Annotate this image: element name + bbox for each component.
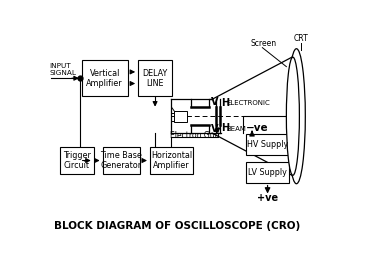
Text: V: V — [210, 124, 218, 134]
FancyBboxPatch shape — [246, 134, 289, 155]
Text: −ve: −ve — [246, 123, 269, 133]
FancyBboxPatch shape — [138, 60, 172, 96]
Text: HV Supply: HV Supply — [247, 140, 288, 149]
Text: CRT: CRT — [293, 34, 308, 43]
Text: Time Base
Generator: Time Base Generator — [100, 151, 142, 170]
Text: H: H — [222, 98, 230, 108]
Text: Screen: Screen — [251, 39, 277, 47]
FancyBboxPatch shape — [82, 60, 128, 96]
FancyBboxPatch shape — [150, 147, 193, 174]
Text: Vertical
Amplifier: Vertical Amplifier — [86, 68, 123, 88]
Text: H: H — [222, 123, 230, 133]
Text: DELAY
LINE: DELAY LINE — [142, 68, 168, 88]
Ellipse shape — [288, 49, 305, 184]
Text: ELECTRONIC: ELECTRONIC — [227, 100, 270, 106]
Text: Electron Gun: Electron Gun — [170, 131, 219, 140]
Text: Horizontal
Amplifier: Horizontal Amplifier — [151, 151, 192, 170]
FancyBboxPatch shape — [175, 111, 187, 122]
Text: BEAM: BEAM — [227, 126, 247, 132]
FancyBboxPatch shape — [246, 162, 289, 183]
Text: Trigger
Circuit: Trigger Circuit — [63, 151, 91, 170]
FancyBboxPatch shape — [60, 147, 94, 174]
Text: BLOCK DIAGRAM OF OSCILLOSCOPE (CRO): BLOCK DIAGRAM OF OSCILLOSCOPE (CRO) — [53, 221, 300, 231]
Ellipse shape — [286, 57, 299, 175]
FancyBboxPatch shape — [102, 147, 139, 174]
Text: V: V — [210, 97, 218, 107]
Text: INPUT
SIGNAL: INPUT SIGNAL — [49, 63, 76, 76]
Text: LV Supply: LV Supply — [248, 168, 287, 177]
Text: +ve: +ve — [257, 193, 278, 202]
